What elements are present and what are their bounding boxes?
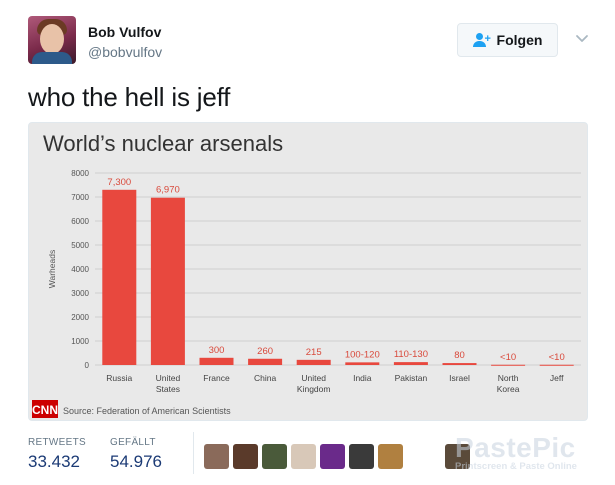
tweet-image-chart[interactable]: World’s nuclear arsenals 0 1000 2000 3000 400…	[28, 122, 588, 421]
likes-count: 54.976	[110, 452, 162, 471]
chevron-down-icon[interactable]	[574, 30, 590, 46]
x-tick-label: France	[203, 373, 230, 383]
follow-button[interactable]: + Folgen	[457, 23, 558, 57]
x-tick-label: Pakistan	[395, 373, 428, 383]
bar	[491, 364, 526, 366]
bar	[150, 197, 185, 365]
cnn-logo-text: CNN	[32, 403, 58, 417]
y-tick-label: 0	[85, 361, 90, 370]
retweets-count: 33.432	[28, 452, 80, 471]
y-tick-label: 6000	[71, 217, 89, 226]
x-tick-label: Russia	[106, 373, 132, 383]
y-tick-label: 2000	[71, 313, 89, 322]
liker-avatar[interactable]	[262, 444, 287, 469]
x-tick-label: Jeff	[550, 373, 564, 383]
bar	[539, 364, 574, 366]
retweets-stat[interactable]: RETWEETS 33.432	[28, 437, 110, 472]
bar-value-label: 110-130	[394, 349, 428, 360]
nuclear-arsenals-chart: World’s nuclear arsenals 0 1000 2000 3000 400…	[32, 131, 581, 418]
watermark-subtitle: Printscreen & Paste Online	[455, 461, 577, 472]
cnn-logo-icon	[32, 400, 58, 418]
likes-stat[interactable]: GEFÄLLT 54.976	[110, 437, 192, 472]
bar	[199, 357, 234, 365]
avatar-face	[40, 24, 64, 54]
liker-avatars	[204, 444, 470, 469]
bar-value-label: 260	[257, 346, 273, 357]
avatar-shirt	[32, 52, 72, 64]
author-avatar[interactable]	[28, 16, 76, 64]
bar	[296, 359, 331, 365]
y-tick-label: 4000	[71, 265, 89, 274]
chart-title: World’s nuclear arsenals	[43, 131, 283, 156]
x-tick-label: North	[498, 373, 519, 383]
x-tick-label: Korea	[497, 384, 520, 394]
bar-value-label: 100-120	[345, 349, 380, 360]
author-handle[interactable]: @bobvulfov	[88, 44, 163, 60]
bar-value-label: <10	[500, 352, 516, 363]
bar-value-label: 80	[454, 350, 465, 361]
liker-avatar[interactable]	[233, 444, 258, 469]
follow-button-label: Folgen	[496, 32, 543, 48]
y-axis-label: Warheads	[47, 250, 57, 288]
bar-value-label: 7,300	[107, 177, 131, 188]
bar	[442, 363, 477, 365]
y-tick-label: 3000	[71, 289, 89, 298]
bar-value-label: 300	[209, 345, 225, 356]
y-tick-label: 5000	[71, 241, 89, 250]
liker-avatar[interactable]	[445, 444, 470, 469]
liker-avatar[interactable]	[320, 444, 345, 469]
author-name[interactable]: Bob Vulfov	[88, 24, 162, 40]
bar	[345, 362, 380, 365]
y-tick-label: 1000	[71, 337, 89, 346]
add-user-icon: +	[472, 33, 491, 47]
bar	[248, 358, 283, 365]
liker-avatar[interactable]	[291, 444, 316, 469]
x-tick-label: States	[156, 384, 180, 394]
bar	[102, 189, 137, 365]
watermark-title: PastePic	[455, 432, 576, 463]
liker-avatar[interactable]	[204, 444, 229, 469]
likes-label: GEFÄLLT	[110, 437, 156, 448]
x-tick-label: China	[254, 373, 276, 383]
chart-source: Source: Federation of American Scientist…	[63, 406, 231, 416]
x-tick-label: United	[156, 373, 181, 383]
tweet-stats: RETWEETS 33.432 GEFÄLLT 54.976	[28, 437, 192, 472]
pastepic-watermark: PastePic Printscreen & Paste Online	[455, 432, 607, 478]
liker-avatar[interactable]	[378, 444, 403, 469]
bar-value-label: <10	[549, 352, 565, 363]
bar-value-label: 6,970	[156, 185, 180, 196]
tweet-text: who the hell is jeff	[28, 82, 231, 112]
bar	[393, 362, 428, 365]
liker-avatar[interactable]	[349, 444, 374, 469]
x-tick-label: Kingdom	[297, 384, 331, 394]
x-tick-label: Israel	[449, 373, 470, 383]
x-tick-label: India	[353, 373, 372, 383]
y-tick-label: 8000	[71, 169, 89, 178]
retweets-label: RETWEETS	[28, 437, 86, 448]
x-tick-label: United	[301, 373, 326, 383]
stats-divider	[193, 432, 194, 474]
bar-value-label: 215	[306, 347, 322, 358]
y-tick-label: 7000	[71, 193, 89, 202]
